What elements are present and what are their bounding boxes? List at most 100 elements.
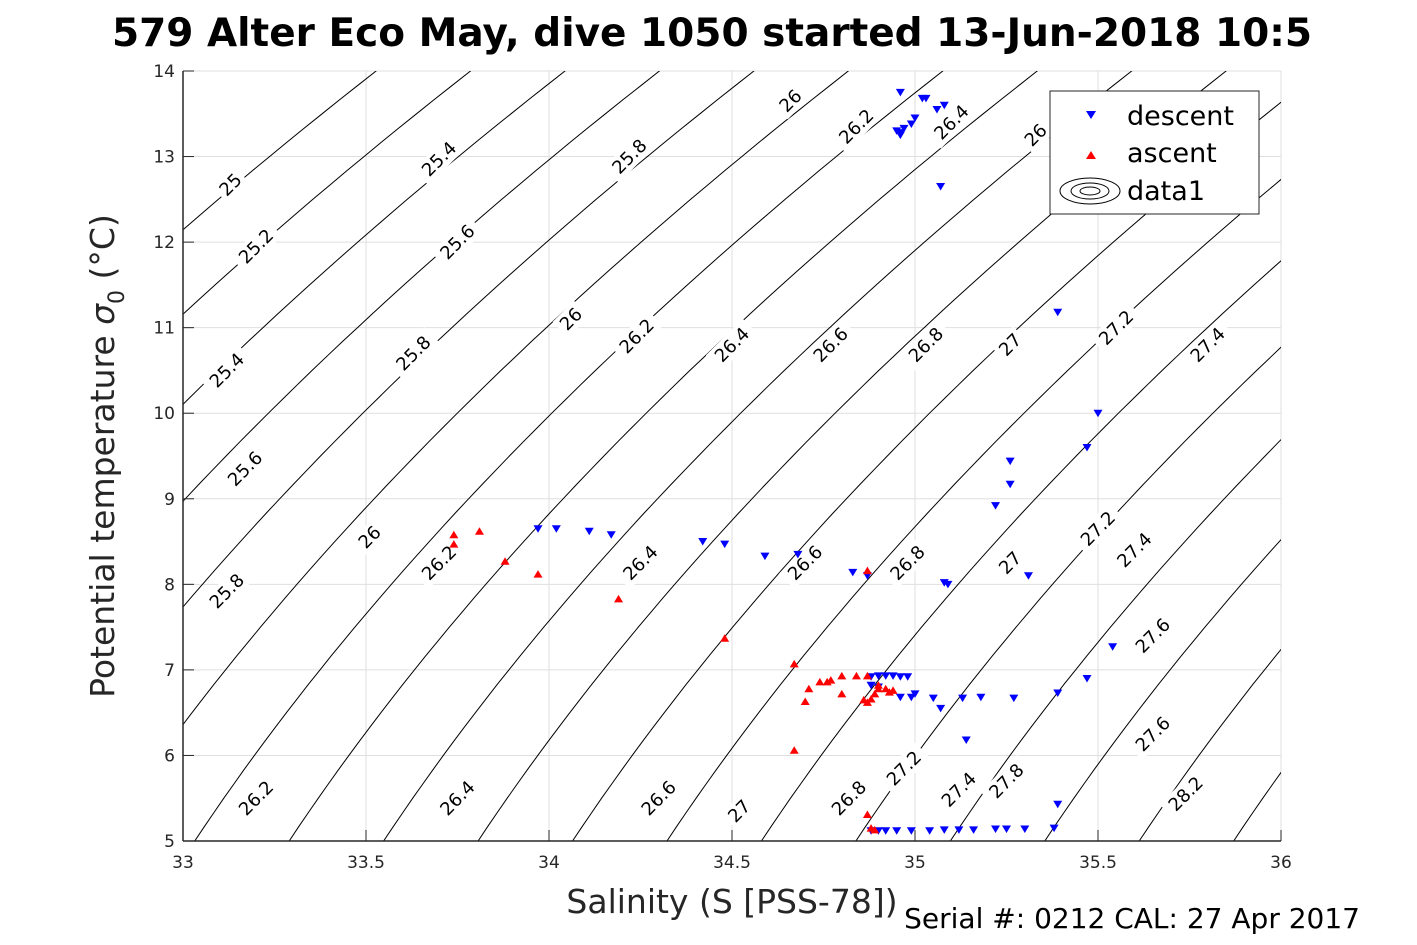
descent-point	[899, 124, 909, 133]
x-tick-label: 35	[904, 853, 926, 873]
descent-point	[1093, 409, 1103, 418]
contour-label-gap	[387, 327, 440, 380]
descent-point	[903, 673, 913, 681]
x-tick-label: 36	[1270, 853, 1292, 873]
ascent-point	[614, 594, 624, 603]
descent-point	[936, 183, 946, 191]
descent-point	[793, 550, 803, 559]
legend: descent ascent data1	[1049, 90, 1260, 215]
contour-label-gap	[804, 318, 857, 371]
contour-label-gap	[200, 565, 254, 618]
descent-point	[881, 672, 891, 680]
contour-line	[760, 260, 1281, 841]
descent-point	[873, 672, 883, 680]
descent-point	[1082, 443, 1092, 452]
descent-point	[906, 693, 916, 702]
contour-line	[1044, 538, 1281, 841]
descent-point	[698, 538, 708, 546]
descent-point	[862, 572, 872, 580]
contour-line	[855, 346, 1281, 841]
ascent-point	[720, 634, 730, 642]
descent-point	[961, 736, 971, 745]
y-tick-label: 12	[153, 233, 175, 253]
descent-point	[888, 672, 898, 680]
contour-label-gap	[552, 300, 590, 338]
ascent-point	[888, 686, 898, 694]
descent-point	[910, 114, 920, 123]
ascent-point	[815, 677, 825, 686]
y-tick-label: 13	[153, 148, 175, 168]
x-tick-label: 34.5	[713, 853, 751, 873]
legend-box	[1049, 90, 1260, 215]
descent-point	[991, 825, 1001, 834]
contour-label-gap	[212, 166, 249, 204]
density-contours	[183, 71, 1281, 841]
contour-label-gap	[1126, 609, 1180, 662]
ascent-point	[862, 566, 872, 575]
descent-point	[606, 531, 616, 539]
descent-point	[1082, 674, 1092, 683]
contour-line	[666, 178, 1281, 841]
descent-point	[895, 693, 905, 702]
descent-point	[936, 704, 946, 713]
ascent-point	[500, 557, 510, 565]
x-axis: 33 33.5 34 34.5 35 35.5 36	[172, 830, 1292, 873]
descent-point	[551, 525, 561, 533]
x-tick-label: 33	[172, 853, 194, 873]
descent-point	[921, 94, 931, 103]
contour-label-gap	[1108, 523, 1161, 577]
contour-label-gap	[932, 763, 986, 816]
y-axis: 5 6 7 8 9 10 11 12 13 14	[153, 62, 194, 852]
y-tick-label: 11	[153, 319, 175, 339]
legend-descent-marker	[1086, 111, 1096, 119]
contour-label-gap	[614, 536, 667, 590]
contour-label-gap	[200, 344, 254, 397]
ascent-point	[862, 671, 872, 680]
descent-point	[848, 568, 858, 577]
contour-line	[288, 71, 1039, 841]
contour-line	[183, 71, 472, 315]
ascent-point	[837, 671, 847, 680]
descent-point	[895, 131, 905, 140]
x-axis-label: Salinity (S [PSS-78])	[566, 882, 897, 921]
contour-label-gap	[632, 772, 685, 825]
ascent-point	[837, 689, 847, 698]
descent-point	[928, 694, 938, 703]
contour-label-gap	[720, 792, 758, 830]
contour-label-gap	[881, 536, 934, 590]
contour-label-gap	[779, 536, 832, 590]
descent-point	[895, 673, 905, 681]
contour-label-gap	[603, 130, 656, 183]
descent-point	[958, 694, 968, 703]
x-tick-label: 34	[538, 853, 560, 873]
y-axis-label: Potential temperature σ0 (°C)	[83, 214, 130, 698]
descent-point	[760, 552, 770, 561]
y-tick-label: 14	[153, 62, 175, 82]
descent-point	[969, 826, 979, 834]
y-tick-label: 10	[153, 404, 175, 424]
ascent-point	[851, 671, 861, 680]
contour-label-gap	[230, 220, 283, 273]
ascent-point	[870, 689, 880, 698]
contour-label-gap	[830, 100, 883, 153]
descent-point	[584, 527, 594, 536]
contour-label-gap	[413, 536, 466, 590]
contour-line	[183, 71, 850, 726]
legend-data1-label: data1	[1127, 176, 1205, 207]
descent-point	[976, 693, 986, 702]
serial-cal-note: Serial #: 0212 CAL: 27 Apr 2017	[904, 902, 1360, 935]
contour-label-gap	[991, 326, 1029, 364]
descent-point	[1005, 457, 1015, 466]
contour-label-gap	[1071, 502, 1125, 555]
contour-label-gap	[351, 518, 389, 556]
x-tick-label: 35.5	[1079, 853, 1117, 873]
y-tick-label: 9	[164, 490, 175, 510]
contour-label-gap	[1017, 116, 1055, 154]
chart-title: 579 Alter Eco May, dive 1050 started 13-…	[112, 11, 1312, 56]
y-axis-label-main: Potential temperature	[83, 325, 122, 698]
descent-point	[892, 827, 902, 835]
descent-point	[906, 827, 916, 835]
legend-ascent-label: ascent	[1127, 138, 1217, 169]
contour-label-gap	[431, 772, 484, 825]
